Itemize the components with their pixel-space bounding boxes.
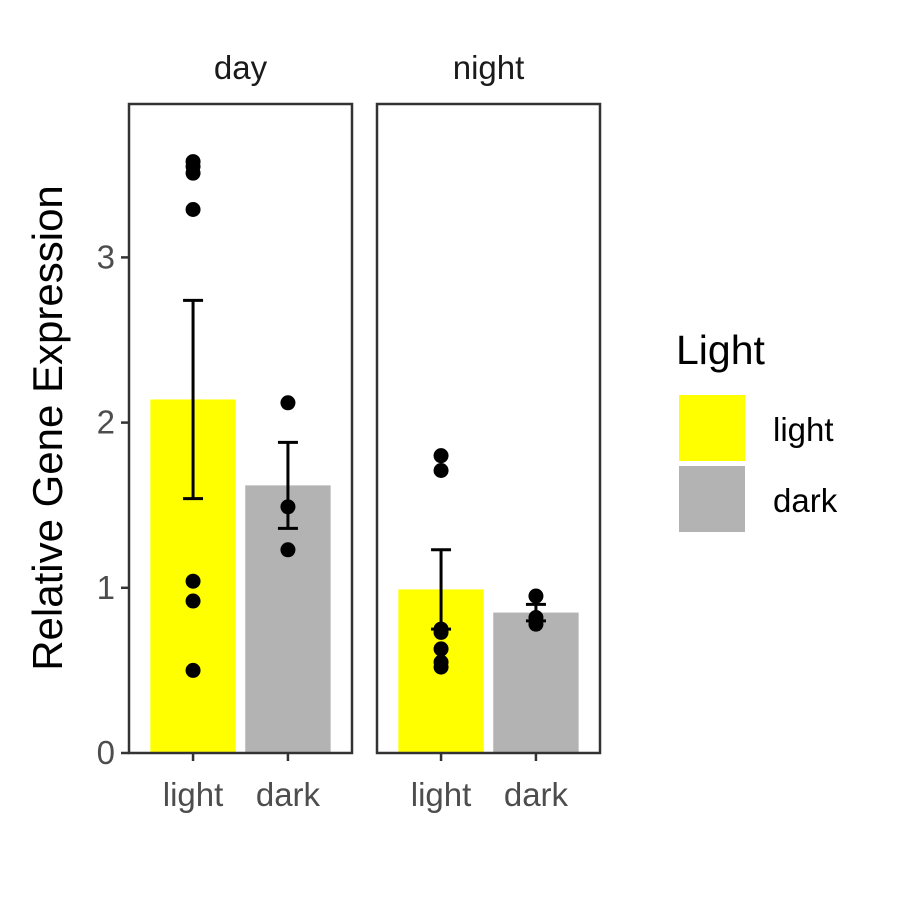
data-point [433, 463, 449, 479]
panel-strip-label: night [453, 49, 525, 86]
data-point [185, 573, 201, 589]
panel-day: day light dark [127, 49, 354, 813]
data-point [185, 165, 201, 181]
data-point [433, 641, 449, 657]
data-point [185, 662, 201, 678]
legend: Light light dark [676, 327, 838, 532]
x-tick-label: dark [504, 776, 569, 813]
bar-night-dark [493, 612, 579, 753]
data-point [433, 624, 449, 640]
data-point [185, 201, 201, 217]
error-bar-day-light [183, 298, 204, 501]
legend-title: Light [676, 327, 766, 373]
y-axis: 0 1 2 3 [97, 238, 129, 771]
legend-key-dark [679, 466, 745, 532]
x-tick-label: dark [256, 776, 321, 813]
data-point [280, 395, 296, 411]
y-tick-label: 3 [97, 238, 115, 275]
data-point [185, 593, 201, 609]
x-tick-label: light [163, 776, 224, 813]
data-point [280, 499, 296, 515]
bar-day-dark [245, 485, 331, 753]
panels-group: day light dark night light dark [127, 49, 602, 813]
legend-label-light: light [773, 411, 834, 448]
y-tick-label: 2 [97, 404, 115, 441]
panel-border-night [375, 102, 602, 755]
data-point [433, 448, 449, 464]
panel-night: night light dark [375, 49, 602, 813]
x-tick-label: light [411, 776, 472, 813]
data-point [528, 616, 544, 632]
data-point [280, 542, 296, 558]
legend-label-dark: dark [773, 482, 838, 519]
panel-strip-label: day [214, 49, 268, 86]
y-axis-label: Relative Gene Expression [24, 185, 71, 671]
y-tick-label: 1 [97, 569, 115, 606]
y-tick-label: 0 [97, 734, 115, 771]
panel-border-day [127, 102, 354, 755]
legend-key-light [679, 395, 745, 461]
data-point [528, 588, 544, 604]
data-point [433, 659, 449, 675]
